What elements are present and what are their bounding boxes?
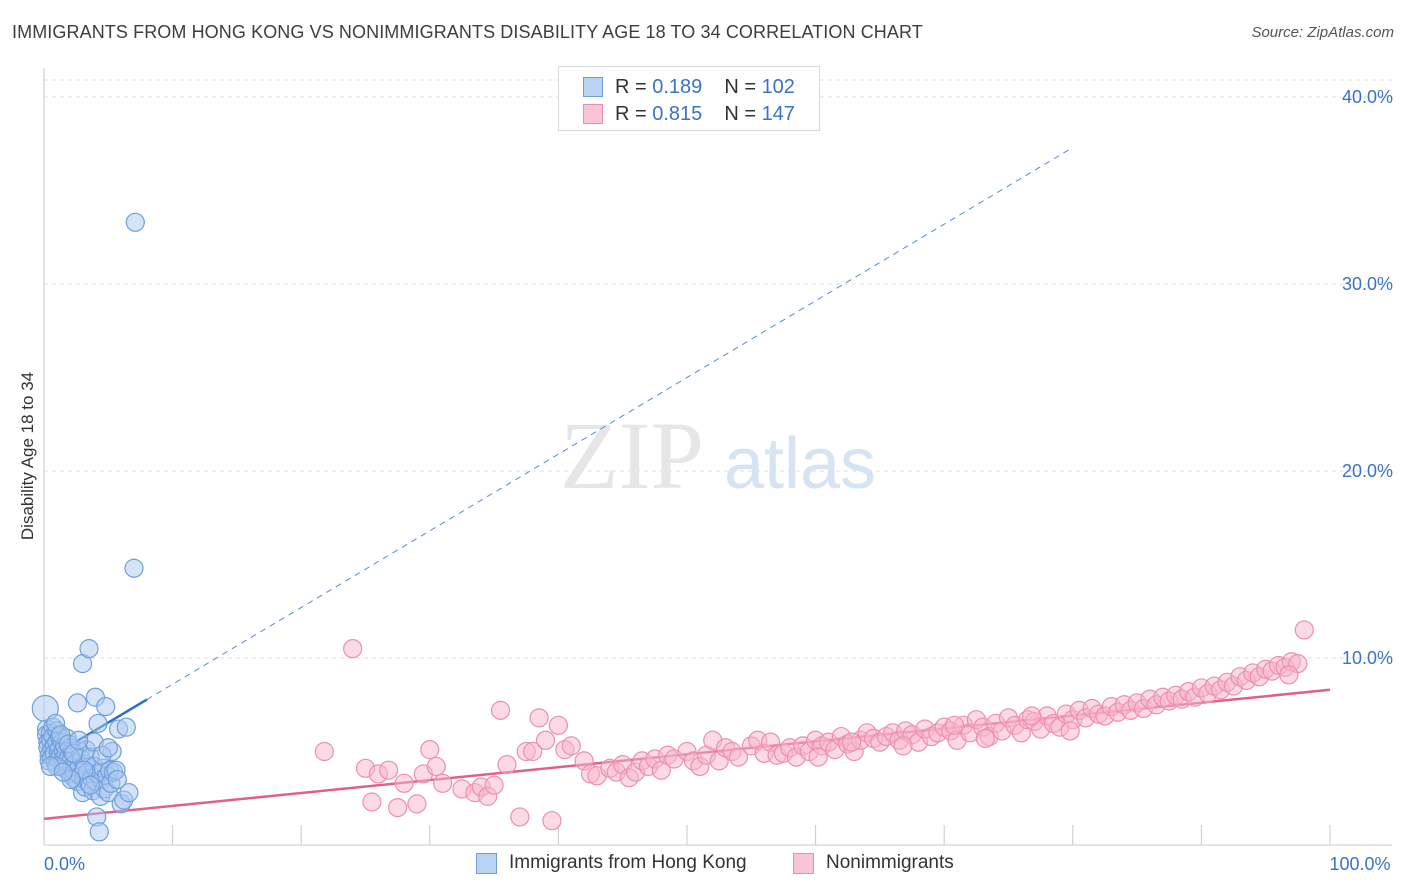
legend-r-value: 0.815 [652, 102, 703, 125]
data-point-nonimmigrants [808, 747, 828, 767]
data-point-nonimmigrants [561, 736, 581, 756]
data-point-nonimmigrants [433, 773, 453, 793]
series-nonimmigrants [314, 620, 1314, 831]
data-point-nonimmigrants [893, 736, 913, 756]
data-point-nonimmigrants [394, 773, 414, 793]
y-tick-label: 30.0% [1342, 274, 1393, 294]
data-point-nonimmigrants [529, 708, 549, 728]
data-point-nonimmigrants [379, 760, 399, 780]
chart-title: IMMIGRANTS FROM HONG KONG VS NONIMMIGRAN… [12, 22, 923, 42]
data-point-nonimmigrants [497, 754, 517, 775]
data-point-nonimmigrants [362, 792, 382, 812]
legend-r-label: R = [615, 75, 647, 98]
x-tick-label: 0.0% [44, 854, 85, 874]
data-point-nonimmigrants [975, 728, 995, 749]
watermark-atlas: atlas [724, 424, 876, 504]
data-point-hong-kong [116, 717, 136, 737]
data-point-nonimmigrants [1060, 721, 1080, 741]
legend-n-value: 147 [761, 102, 795, 125]
source-label: Source: ZipAtlas.com [1251, 24, 1394, 41]
legend-swatch-pink [793, 852, 814, 874]
data-point-nonimmigrants [1279, 665, 1299, 685]
data-point-nonimmigrants [420, 740, 440, 760]
data-point-nonimmigrants [542, 811, 562, 831]
axes [43, 68, 1392, 846]
data-point-hong-kong [80, 775, 100, 795]
legend-label-hong-kong: Immigrants from Hong Kong [509, 852, 747, 873]
y-axis-label: Disability Age 18 to 34 [18, 371, 37, 541]
legend-swatch-blue [476, 852, 497, 874]
y-tick-label: 10.0% [1342, 648, 1393, 668]
data-point-hong-kong [119, 783, 139, 803]
data-point-hong-kong [125, 212, 145, 232]
data-point-nonimmigrants [314, 741, 334, 762]
data-point-nonimmigrants [523, 741, 543, 762]
tick-labels: 10.0% 20.0% 30.0% 40.0% 0.0% 100.0% [44, 87, 1393, 874]
legend-row-hong-kong: R = 0.189 N = 102 [583, 75, 795, 99]
watermark-zip: ZIP [560, 402, 704, 509]
legend-item-hong-kong: Immigrants from Hong Kong [476, 852, 747, 874]
legend-swatch-blue [583, 77, 603, 97]
data-point-nonimmigrants [535, 730, 556, 750]
data-point-hong-kong [69, 730, 89, 750]
legend-n-value: 102 [761, 75, 795, 98]
data-point-hong-kong [67, 693, 88, 713]
data-point-hong-kong [53, 762, 73, 782]
watermark: ZIP atlas [560, 402, 876, 509]
correlation-legend: R = 0.189 N = 102 R = 0.815 N = 147 [558, 66, 820, 131]
data-point-hong-kong [96, 697, 116, 717]
data-point-nonimmigrants [1294, 620, 1314, 640]
data-point-nonimmigrants [407, 794, 427, 814]
data-point-nonimmigrants [510, 807, 530, 827]
data-point-nonimmigrants [1022, 706, 1042, 726]
data-point-nonimmigrants [426, 756, 446, 777]
data-point-hong-kong [89, 822, 109, 842]
data-point-hong-kong [98, 738, 118, 758]
legend-n-label: N = [724, 102, 756, 125]
data-point-hong-kong [107, 769, 127, 790]
data-point-nonimmigrants [548, 715, 569, 735]
data-point-nonimmigrants [388, 797, 408, 818]
data-point-hong-kong [79, 639, 99, 659]
legend-n-label: N = [724, 75, 756, 98]
legend-item-nonimmigrants: Nonimmigrants [793, 852, 954, 874]
legend-row-nonimmigrants: R = 0.815 N = 147 [583, 102, 795, 126]
grid-lines [44, 79, 1392, 659]
data-point-nonimmigrants [944, 715, 965, 735]
legend-swatch-pink [583, 104, 603, 124]
data-point-nonimmigrants [343, 639, 363, 659]
y-tick-label: 20.0% [1342, 461, 1393, 481]
x-tick-label: 100.0% [1329, 854, 1390, 874]
data-point-hong-kong [88, 713, 108, 734]
data-point-nonimmigrants [842, 732, 862, 752]
series-immigrants-hong-kong [31, 212, 145, 842]
legend-r-label: R = [615, 102, 647, 125]
series-legend: Immigrants from Hong Kong Nonimmigrants [0, 852, 1406, 878]
data-point-nonimmigrants [490, 700, 511, 720]
legend-label-nonimmigrants: Nonimmigrants [826, 852, 954, 873]
data-point-nonimmigrants [484, 775, 504, 795]
data-point-hong-kong [124, 558, 144, 578]
data-point-nonimmigrants [728, 747, 749, 767]
legend-r-value: 0.189 [652, 75, 703, 98]
y-tick-label: 40.0% [1342, 87, 1393, 107]
trend-line-hong-kong-extrapolated [146, 147, 1074, 700]
